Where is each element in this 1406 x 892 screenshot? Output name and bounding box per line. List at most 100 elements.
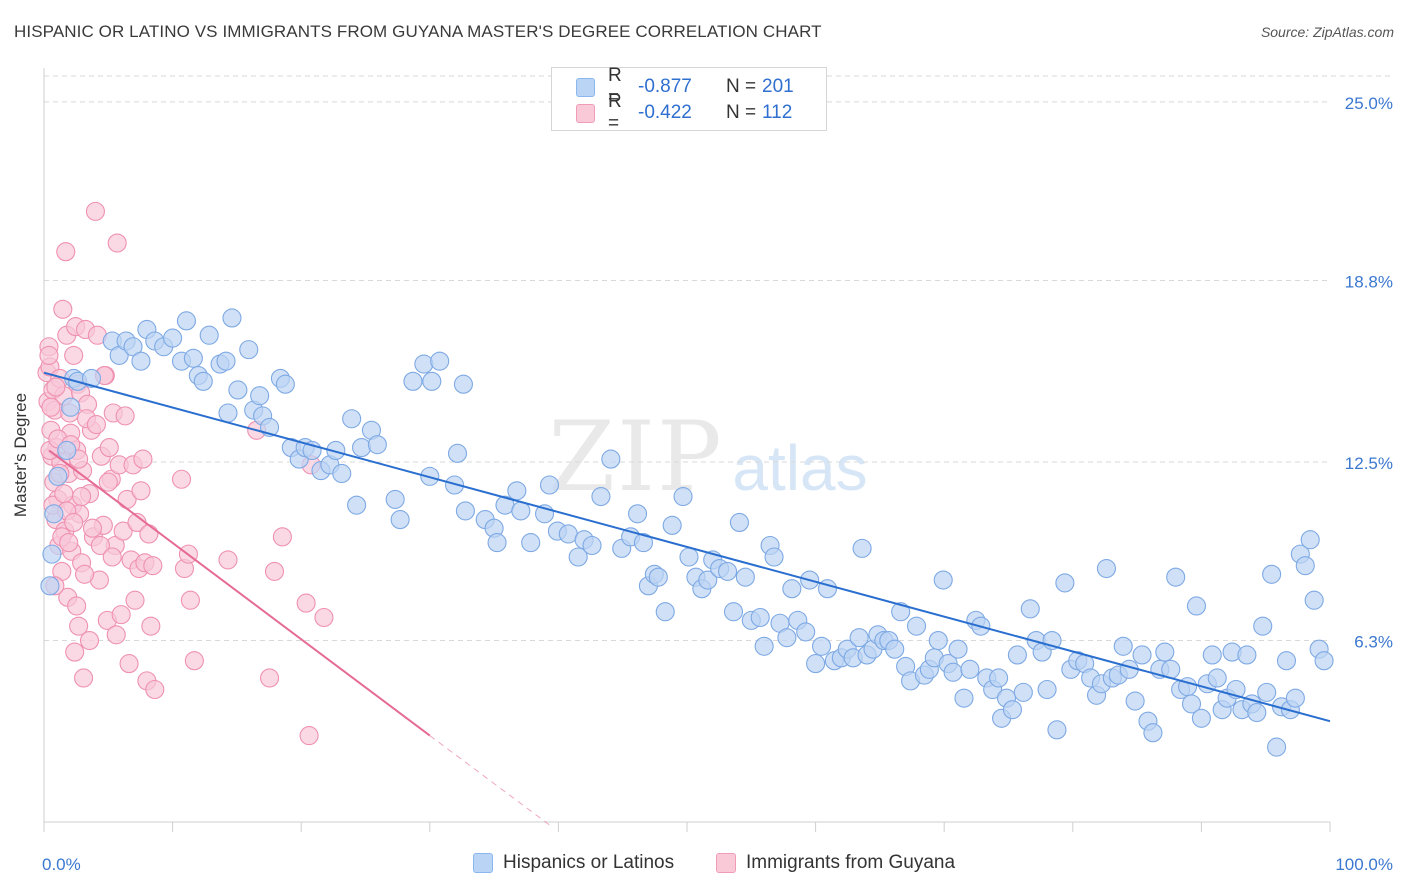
hispanic-point (539, 475, 560, 495)
guyana-point (180, 590, 200, 610)
hispanic-point (1207, 668, 1227, 688)
bottom-legend-hispanic: Hispanics or Latinos (473, 852, 674, 874)
guyana-point (64, 512, 84, 532)
guyana-point (107, 233, 127, 253)
guyana-point (39, 345, 59, 365)
hispanic-point (44, 504, 64, 524)
watermark-atlas: atlas (732, 432, 867, 504)
hispanic-point (1132, 645, 1152, 665)
hispanic-point (385, 489, 405, 509)
hispanic-point (1055, 573, 1075, 593)
hispanic-point (754, 636, 774, 656)
hispanic-point (1262, 564, 1282, 584)
hispanic-point (57, 440, 77, 460)
y-tick-label: 18.8% (1345, 273, 1393, 292)
hispanic-point (444, 475, 465, 495)
hispanic-point (648, 567, 668, 587)
hispanic-point (453, 374, 473, 394)
hispanic-point (367, 435, 387, 455)
guyana-point (259, 668, 280, 688)
hispanic-point (123, 337, 143, 357)
guyana-point (75, 564, 95, 584)
guyana-point (64, 345, 84, 365)
hispanic-point (948, 639, 968, 659)
hispanic-point (430, 351, 450, 371)
guyana-point (90, 535, 110, 556)
hispanic-point (811, 636, 832, 656)
guyana-point (131, 481, 151, 501)
hispanic-point (403, 371, 423, 391)
hispanic-point (1202, 645, 1222, 665)
hispanic-trend-line (43, 371, 1331, 723)
hispanic-point (351, 438, 372, 458)
legend-swatch-hispanic (576, 77, 595, 97)
hispanic-point (1253, 616, 1273, 636)
guyana-point (314, 607, 334, 628)
hispanic-point (332, 463, 352, 484)
watermark-zip: ZIP (548, 401, 723, 513)
hispanic-point (216, 351, 236, 371)
hispanic-point (633, 533, 654, 553)
hispanic-point (1007, 645, 1027, 665)
guyana-point (99, 438, 119, 458)
hispanic-point (723, 602, 744, 622)
legend-r-label: R = (608, 65, 622, 108)
hispanic-point (1300, 530, 1320, 550)
hispanic-point (1096, 558, 1116, 579)
legend-n-value: 112 (762, 102, 793, 123)
hispanic-point (655, 602, 675, 622)
hispanic-point (1237, 645, 1257, 665)
hispanic-point (447, 443, 468, 463)
hispanic-point (218, 403, 238, 423)
guyana-point (296, 593, 316, 613)
hispanic-point (1047, 720, 1067, 740)
hispanic-point (1155, 642, 1175, 662)
legend-n-value: 201 (762, 76, 794, 97)
hispanic-point (796, 622, 816, 642)
guyana-point (141, 616, 161, 636)
bottom-legend: Hispanics or Latinos Immigrants from Guy… (0, 852, 1406, 878)
hispanic-point (1314, 651, 1334, 671)
hispanic-point (42, 544, 62, 564)
y-tick-label: 25.0% (1345, 94, 1393, 113)
guyana-point (272, 527, 292, 547)
hispanic-point (954, 688, 974, 708)
hispanic-point (521, 533, 541, 553)
hispanic-point (627, 504, 648, 524)
guyana-point (218, 550, 238, 570)
hispanic-point (852, 538, 872, 558)
hispanic-point (662, 515, 682, 535)
guyana-trend-line (48, 449, 431, 737)
legend: R = -0.877 N = 201 R = -0.422 N = 112 (551, 65, 827, 134)
guyana-point (46, 377, 66, 397)
chart-title: HISPANIC OR LATINO VS IMMIGRANTS FROM GU… (14, 22, 822, 41)
hispanic-point (422, 371, 442, 391)
guyana-point (119, 654, 139, 674)
hispanic-point (1295, 556, 1315, 576)
bottom-legend-label-hispanic: Hispanics or Latinos (503, 852, 675, 873)
guyana-point (299, 726, 319, 746)
guyana-point (74, 668, 94, 688)
guyana-point (111, 605, 131, 625)
hispanic-point (1304, 590, 1324, 610)
hispanic-point (1181, 694, 1202, 714)
hispanic-point (1186, 596, 1207, 616)
guyana-point (67, 596, 87, 616)
hispanic-point (193, 371, 213, 391)
guyana-point (139, 524, 159, 544)
x-tick-label: 0.0% (42, 855, 81, 874)
hispanic-point (591, 486, 611, 507)
hispanic-point (1125, 691, 1145, 711)
hispanic-point (250, 386, 270, 406)
guyana-point (69, 616, 89, 636)
hispanic-point (239, 340, 259, 360)
legend-r-value: -0.877 (638, 76, 692, 97)
guyana-point (53, 299, 73, 319)
hispanic-point (1267, 737, 1287, 757)
hispanic-point (729, 512, 749, 532)
legend-swatch-guyana (576, 103, 595, 123)
hispanic-point (718, 561, 738, 581)
guyana-point (59, 533, 79, 553)
hispanic-point (806, 654, 826, 674)
guyana-point (82, 518, 103, 538)
